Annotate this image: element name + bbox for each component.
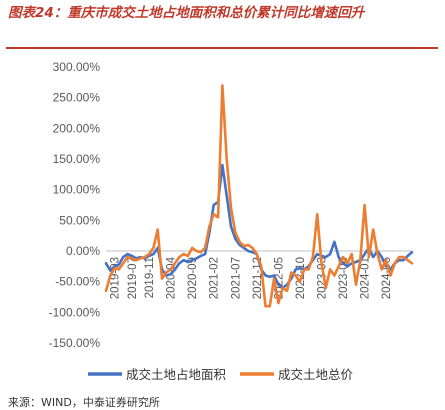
- legend: 成交土地占地面积 成交土地总价: [88, 367, 354, 382]
- y-tick-label: 200.00%: [53, 121, 101, 135]
- y-tick-label: 50.00%: [59, 213, 100, 227]
- series-lines: [104, 84, 414, 308]
- y-axis-ticks: -150.00% -100.00% -50.00% 0.00% 50.00% 100.00…: [49, 60, 101, 350]
- y-tick-label: 0.00%: [66, 244, 100, 258]
- x-tick-label: 2020-09: [187, 257, 199, 299]
- title-divider: [6, 47, 438, 49]
- x-tick-label: 2021-02: [209, 257, 221, 299]
- y-tick-label: -100.00%: [49, 305, 101, 319]
- x-tick-label: 2020-04: [166, 256, 178, 299]
- y-tick-label: -150.00%: [49, 336, 101, 350]
- x-tick-label: 2023-08: [338, 257, 350, 299]
- x-tick-label: 2019-07: [127, 257, 139, 299]
- source-note: 来源：WIND，中泰证券研究所: [8, 396, 160, 409]
- legend-label-2: 成交土地总价: [278, 367, 354, 382]
- x-tick-label: 2021-07: [230, 257, 242, 299]
- chart-title: 图表24：重庆市成交土地占地面积和总价累计同比增速回升: [8, 5, 365, 21]
- y-tick-label: 250.00%: [53, 91, 101, 105]
- y-tick-label: 300.00%: [53, 60, 101, 74]
- y-tick-label: -50.00%: [55, 275, 100, 289]
- x-tick-label: 2019-11: [144, 257, 156, 298]
- x-tick-label: 2024-01: [360, 257, 372, 299]
- series-line-2: [104, 84, 414, 308]
- y-tick-label: 150.00%: [53, 152, 101, 166]
- y-tick-label: 100.00%: [53, 183, 101, 197]
- x-tick-label: 2024-06: [381, 257, 393, 299]
- legend-label-1: 成交土地占地面积: [126, 367, 226, 382]
